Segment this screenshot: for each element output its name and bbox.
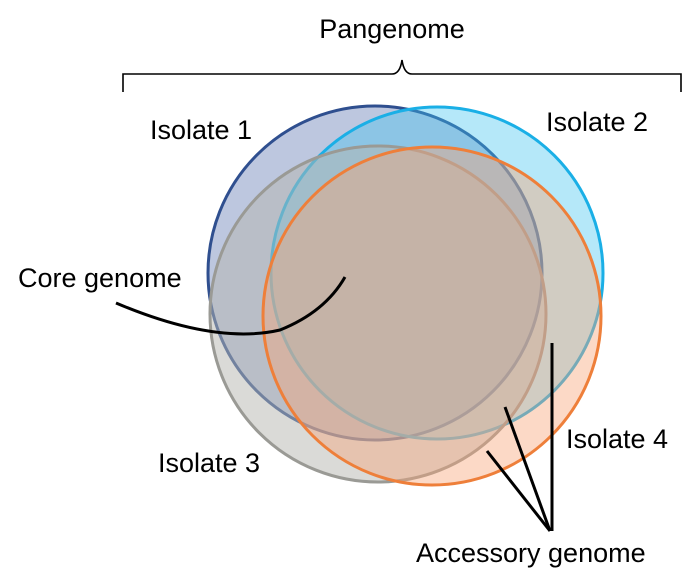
pangenome-title: Pangenome [319,14,465,44]
isolate-1-label: Isolate 1 [150,115,252,145]
isolate-4-label: Isolate 4 [566,424,668,454]
core-genome-label: Core genome [18,263,182,293]
isolate-3-label: Isolate 3 [158,448,260,478]
core-genome-pointer [115,276,347,336]
accessory-genome-label: Accessory genome [416,538,646,568]
isolate-3-circle [208,144,548,484]
accessory-pointer-1 [485,450,552,532]
isolate-4-circle [261,145,603,487]
isolate-2-label: Isolate 2 [546,107,648,137]
accessory-pointer-2 [503,406,552,532]
pangenome-brace [122,59,682,92]
